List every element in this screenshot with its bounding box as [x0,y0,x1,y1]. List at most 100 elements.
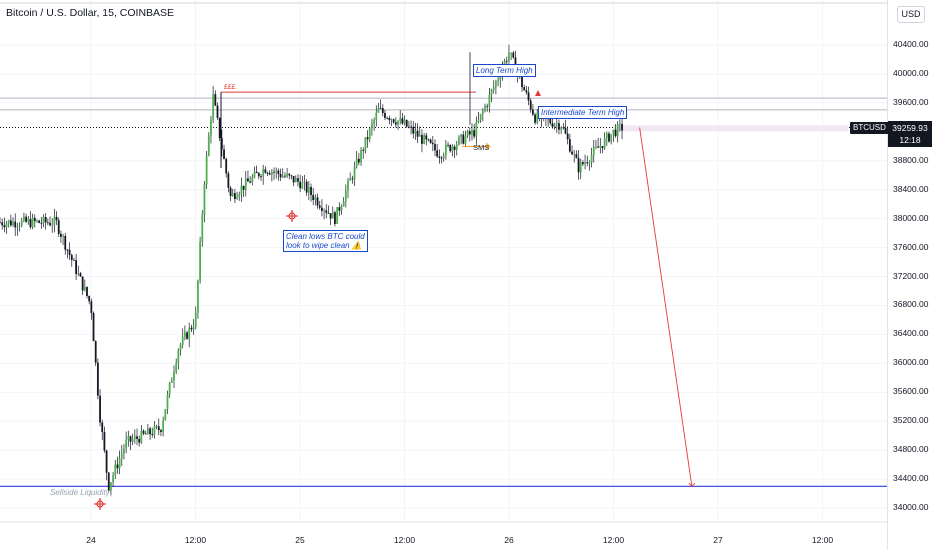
candle-body [362,149,365,151]
candle-body [153,426,156,436]
candle-body [551,123,554,127]
candle-body [194,312,197,328]
candle-body [214,94,217,106]
candle-body [160,430,162,432]
candle-body [286,173,288,177]
candle-body [323,210,325,212]
candle-body [110,482,112,491]
candle-body [340,206,343,211]
candle-body [49,222,51,226]
candle-body [101,422,104,433]
candle-body [73,259,75,261]
candle-body [325,210,328,213]
candle-body [16,226,19,228]
projection-line [639,127,693,487]
candle-body [595,146,597,148]
candle-body [192,327,195,330]
candle-body [229,187,232,196]
candle-body [220,137,223,150]
candle-body [96,362,99,396]
sellside-liquidity-label: Sellside Liquidity [50,488,110,497]
candle-body [405,119,408,127]
candle-body [40,222,43,224]
candle-body [103,432,106,451]
candle-body [566,133,569,140]
currency-button[interactable]: USD [897,6,925,23]
candle-body [321,207,323,211]
candle-body [120,453,123,459]
candle-body [170,380,173,383]
candle-body [190,327,193,330]
candle-body [351,178,354,180]
candle-body [114,464,117,476]
candle-body [9,220,12,226]
candle-body [94,341,97,363]
candle-body [388,118,391,121]
price-tick-label: 37200.00 [893,270,929,281]
candle-body [316,197,319,206]
candle-body [129,436,132,442]
candle-body [260,176,262,178]
candle-body [447,144,449,146]
candle-body [99,395,101,423]
long-term-high-label[interactable]: Long Term High [473,64,536,77]
candle-body [381,108,384,113]
candle-body [525,90,528,93]
candle-body [397,120,399,125]
candle-body [310,186,312,195]
candle-body [284,175,286,177]
candle-body [277,170,280,174]
candle-body [305,181,308,193]
price-tick-label: 39600.00 [893,96,929,107]
candle-body [416,130,419,137]
candle-body [75,260,78,274]
candle-body [438,156,441,158]
candle-body [497,79,499,82]
candle-body [140,430,143,443]
candle-body [425,135,428,140]
candle-body [375,112,378,121]
candle-body [125,439,128,449]
candle-body [414,130,417,134]
candle-body [186,332,188,339]
candle-body [603,137,606,149]
clean-lows-note[interactable]: Clean lows BTC could look to wipe clean … [283,230,368,252]
candle-body [505,60,508,62]
candle-body [571,151,573,155]
candle-body [23,216,25,221]
candle-body [20,220,23,226]
candle-body [616,124,619,137]
candle-body [444,144,447,156]
candle-body [553,124,556,127]
intermediate-term-high-label[interactable]: Intermediate Term High [538,106,628,119]
candle-body [166,394,169,410]
candle-body [468,131,471,135]
candle-body [173,371,175,381]
candle-body [490,89,493,95]
candle-body [288,173,291,176]
candle-body [527,92,530,101]
candle-body [68,249,71,255]
candle-body [329,213,332,219]
candle-body [270,171,273,175]
candle-body [431,142,434,145]
candle-body [442,155,445,158]
candle-body [175,363,178,372]
price-axis[interactable] [887,0,932,550]
price-tick-label: 40000.00 [893,68,929,78]
candle-body [299,181,302,189]
target-zone [613,125,849,132]
candle-body [138,438,141,443]
candle-body [64,236,67,250]
candle-body [33,217,36,222]
candle-body [212,94,215,120]
candle-body [460,134,462,138]
candle-body [586,162,589,164]
candle-body [464,136,467,144]
candle-body [479,114,482,120]
candle-body [177,350,180,364]
candle-body [223,149,225,159]
candle-body [577,157,580,173]
